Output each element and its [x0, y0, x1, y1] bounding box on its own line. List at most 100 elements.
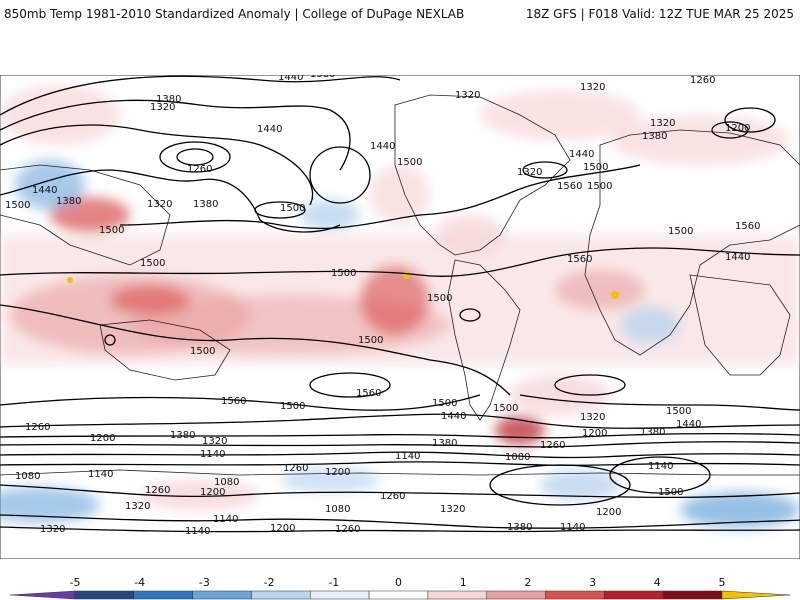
- contour-label: 1260: [335, 524, 360, 535]
- contour-label: 1440: [441, 411, 466, 422]
- contour-label: 1260: [25, 422, 50, 433]
- contour-label: 1260: [540, 440, 565, 451]
- contour-label: 1080: [15, 471, 40, 482]
- colorbar-tick-label: 0: [395, 576, 402, 589]
- contour-label: 1380: [156, 94, 181, 105]
- contour-labels: 1380 1440 1380 1320 1440 1260 1440 1380 …: [5, 75, 760, 537]
- colorbar-swatch: [427, 590, 487, 600]
- contour-label: 1260: [380, 491, 405, 502]
- colorbar-swatch: [74, 590, 135, 600]
- contour-label: 1500: [658, 487, 683, 498]
- contour-label: 1320: [202, 436, 227, 447]
- contour-label: 1560: [567, 254, 592, 265]
- contour-label: 1200: [725, 123, 750, 134]
- colorbar-swatch: [192, 590, 252, 600]
- contour-label: 1140: [648, 461, 673, 472]
- contour-label: 1560: [735, 221, 760, 232]
- contour-label: 1140: [213, 514, 238, 525]
- contour-label: 1560: [356, 388, 381, 399]
- colorbar-swatch: [721, 590, 791, 600]
- contour-label: 1500: [668, 226, 693, 237]
- colorbar-labels: -5 -4 -3 -2 -1 0 1 2 3 4 5: [0, 570, 800, 600]
- contour-label: 1440: [370, 141, 395, 152]
- contour-label: 1380: [170, 430, 195, 441]
- colorbar-swatch: [9, 590, 76, 600]
- contour-label: 1500: [666, 406, 691, 417]
- colorbar-tick-label: -1: [328, 576, 340, 589]
- contour-label: 1560: [557, 181, 582, 192]
- contour-label: 1140: [395, 451, 420, 462]
- contour-label: 1320: [125, 501, 150, 512]
- contour-label: 1140: [88, 469, 113, 480]
- contour-label: 1320: [150, 102, 175, 113]
- contour-label: 1140: [200, 449, 225, 460]
- colorbar-tick-label: 3: [589, 576, 597, 589]
- colorbar-swatch: [486, 590, 546, 600]
- colorbar-swatch: [133, 590, 193, 600]
- colorbar-swatch: [251, 590, 311, 600]
- colorbar-tick-label: -3: [198, 576, 210, 589]
- contour-label: 1140: [185, 526, 210, 537]
- contour-label: 1500: [427, 293, 452, 304]
- contour-label: 1380: [507, 522, 532, 533]
- contour-label: 1320: [147, 199, 172, 210]
- anomaly-extremes: [67, 271, 619, 299]
- contour-label: 1440: [278, 75, 303, 83]
- colorbar-tick-label: 2: [524, 576, 532, 589]
- colorbar-swatch: [310, 590, 370, 600]
- colorbar-swatch: [545, 590, 605, 600]
- contour-label: 1080: [505, 452, 530, 463]
- contour-label: 1500: [587, 181, 612, 192]
- contour-label: 1200: [582, 428, 607, 439]
- contour-label: 1500: [432, 398, 457, 409]
- contour-label: 1200: [596, 507, 621, 518]
- contour-label: 1380: [56, 196, 81, 207]
- contour-label: 1380: [642, 131, 667, 142]
- contour-label: 1440: [569, 149, 594, 160]
- contour-label: 1080: [214, 477, 239, 488]
- colorbar-swatch: [662, 590, 723, 600]
- map-title: 850mb Temp 1981-2010 Standardized Anomal…: [4, 7, 465, 21]
- colorbar-tick-label: 5: [718, 576, 726, 589]
- contour-label: 1500: [493, 403, 518, 414]
- contour-label: 1500: [99, 225, 124, 236]
- height-contours: [0, 75, 800, 533]
- contour-label: 1440: [257, 124, 282, 135]
- continent-outlines: [0, 94, 800, 476]
- colorbar-tick-label: 1: [459, 576, 467, 589]
- anomaly-map: 1380 1440 1380 1320 1440 1260 1440 1380 …: [0, 75, 800, 559]
- contour-label: 1260: [690, 75, 715, 86]
- contour-label: 1380: [640, 427, 665, 438]
- colorbar-swatch: [604, 590, 664, 600]
- contour-label: 1320: [455, 90, 480, 101]
- colorbar-tick-label: -4: [134, 576, 146, 589]
- contour-label: 1080: [325, 504, 350, 515]
- contour-label: 1320: [650, 118, 675, 129]
- contour-label: 1500: [331, 268, 356, 279]
- contour-label: 1260: [187, 164, 212, 175]
- contour-label: 1320: [517, 167, 542, 178]
- contour-label: 1500: [280, 401, 305, 412]
- contour-label: 1380: [432, 438, 457, 449]
- anomaly-shading: [0, 85, 800, 528]
- contour-label: 1500: [280, 203, 305, 214]
- colorbar-tick-label: 4: [653, 576, 661, 589]
- map-header: 850mb Temp 1981-2010 Standardized Anomal…: [0, 0, 800, 28]
- colorbar-tick-label: -5: [69, 576, 81, 589]
- contour-label: 1380: [310, 75, 335, 80]
- contour-label: 1500: [190, 346, 215, 357]
- contour-label: 1260: [145, 485, 170, 496]
- contour-label: 1320: [580, 412, 605, 423]
- contour-label: 1500: [140, 258, 165, 269]
- contour-label: 1500: [583, 162, 608, 173]
- contour-label: 1200: [200, 487, 225, 498]
- contour-label: 1320: [440, 504, 465, 515]
- contour-label: 1200: [90, 433, 115, 444]
- contour-label: 1380: [193, 199, 218, 210]
- contour-label: 1500: [5, 200, 30, 211]
- contour-label: 1440: [32, 185, 57, 196]
- contour-label: 1440: [676, 419, 701, 430]
- contour-label: 1560: [221, 396, 246, 407]
- colorbar-swatch: [368, 590, 429, 600]
- contour-label: 1500: [358, 335, 383, 346]
